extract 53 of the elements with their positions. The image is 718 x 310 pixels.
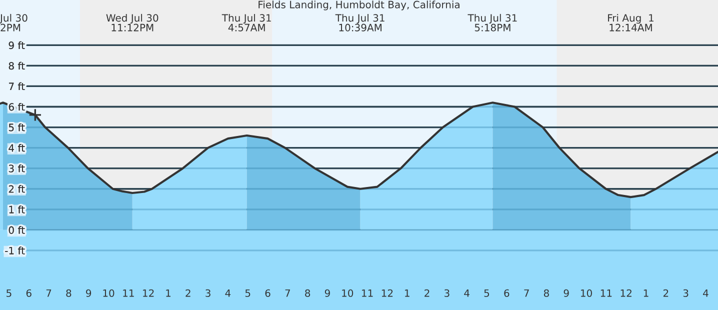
y-tick-label: 0 ft [8,226,25,234]
x-tick-label: 5 [484,289,490,297]
x-tick-label: 7 [524,289,529,297]
y-tick-label: 6 ft [8,102,25,111]
x-tick-label: 12 [143,289,154,297]
x-tick-label: 4 [464,289,470,297]
chart-title: Fields Landing, Humboldt Bay, California [258,0,460,10]
x-tick-label: 7 [46,289,52,297]
x-tick-label: 6 [265,289,270,297]
x-tick-label: 4 [703,289,708,297]
x-tick-label: 6 [504,289,510,297]
x-tick-label: 1 [166,289,170,297]
x-tick-label: 1 [405,289,410,297]
x-tick-label: 11 [600,289,612,297]
y-tick-label: 5 ft [8,123,25,132]
annotation: Wed Jul 30 11:12PM [106,14,158,32]
x-tick-label: 8 [544,289,549,297]
x-tick-label: 1 [644,289,648,297]
annotation: Thu Jul 31 5:18PM [468,14,517,32]
annotation: Thu Jul 31 4:57AM [222,14,271,32]
x-tick-label: 7 [285,289,290,297]
x-tick-label: 3 [444,289,450,297]
x-tick-label: 11 [123,289,134,297]
x-tick-label: 12 [382,289,393,297]
annotation: Thu Jul 31 10:39AM [335,14,384,32]
y-tick-label: 8 ft [8,62,25,70]
x-tick-label: 10 [103,289,114,297]
x-tick-label: 3 [683,289,688,297]
x-tick-label: 8 [305,289,310,297]
x-tick-label: 12 [620,289,632,297]
x-tick-label: 4 [225,289,231,297]
x-tick-label: 5 [245,289,250,297]
y-tick-label: 4 ft [8,144,25,152]
x-tick-label: 2 [663,289,668,297]
y-tick-label: -1 ft [5,246,25,254]
y-tick-label: 2 ft [8,185,25,193]
x-tick-label: 6 [26,289,32,297]
annotation: Fri Aug 1 12:14AM [608,14,654,32]
y-tick-label: 3 ft [8,164,25,172]
x-tick-label: 9 [86,289,92,297]
x-tick-label: 3 [206,289,210,297]
x-tick-label: 11 [362,289,373,297]
x-tick-label: 5 [6,289,12,297]
x-tick-label: 9 [564,289,569,297]
y-tick-label: 1 ft [9,206,25,214]
x-tick-label: 2 [186,289,190,297]
x-tick-label: 2 [424,289,430,297]
x-tick-label: 10 [342,289,354,297]
y-tick-label: 9 ft [8,41,25,50]
x-tick-label: 8 [66,289,72,297]
y-tick-label: 7 ft [9,82,25,90]
x-tick-label: 10 [581,289,592,297]
x-tick-label: 9 [324,289,330,297]
